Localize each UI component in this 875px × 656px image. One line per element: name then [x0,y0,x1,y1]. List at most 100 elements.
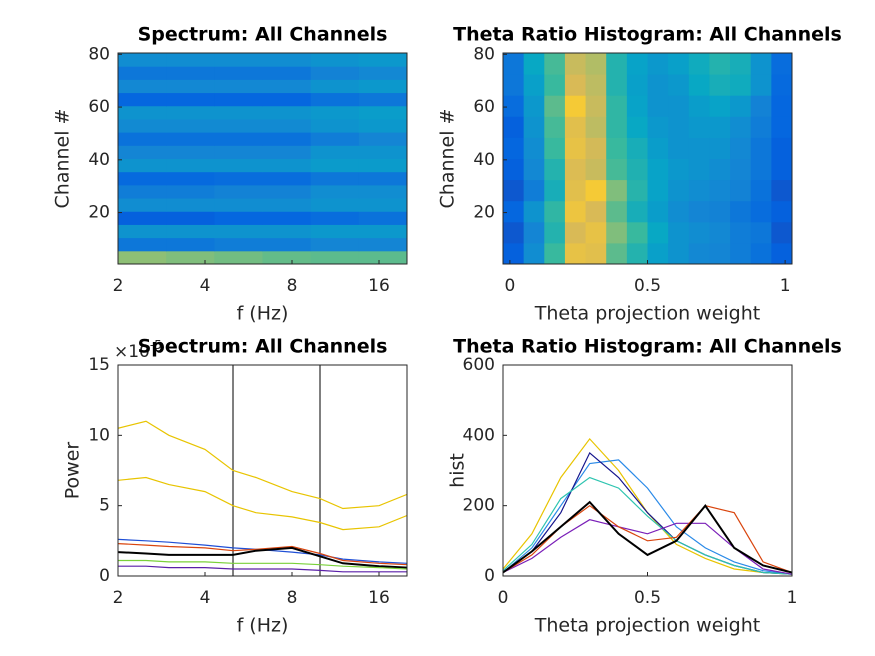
heatmap-cell [358,198,407,212]
heatmap-cell [262,118,312,133]
y-tick-label: 5 [99,496,110,516]
y-tick-label: 200 [463,496,495,516]
heatmap-cell [585,53,607,75]
plot-area [118,53,407,264]
y-exponent-power: -5 [150,338,162,352]
heatmap-cell [626,221,648,244]
heatmap-cell [310,118,360,133]
heatmap-cell [709,158,731,181]
heatmap-cell [214,118,263,133]
heatmap-cell [730,116,752,138]
heatmap-cell [750,137,772,159]
heatmap-cell [166,132,215,146]
heatmap-cell [606,74,628,96]
heatmap-cell [166,79,215,94]
heatmap-cell [606,95,628,117]
heatmap-cell [606,242,628,264]
heatmap-cell [118,53,167,67]
heatmap-cell [544,116,566,138]
heatmap-cell [358,184,407,199]
heatmap-cell [310,79,360,94]
heatmap-cell [544,179,566,202]
heatmap-cell [564,53,587,75]
heatmap-cell [503,116,525,138]
heatmap-cell [750,158,772,181]
heatmap-cell [310,132,360,146]
heatmap-cell [118,250,167,264]
heatmap-cell [564,95,587,117]
x-axis-label: f (Hz) [237,615,289,637]
heatmap-cell [668,200,690,223]
x-tick-label: 2 [113,588,124,608]
heatmap-cell [544,74,566,96]
heatmap-cell [564,179,587,202]
y-axis-label: Channel # [437,109,459,209]
heatmap-cell [709,116,731,138]
axes-box [117,52,408,265]
heatmap-cell [503,242,525,264]
heatmap-cell [358,237,407,252]
heatmap-cell [544,95,566,117]
x-tick-label: 0.5 [634,276,661,296]
heatmap-cell [709,137,731,159]
heatmap-cell [214,171,263,186]
series-line [118,546,407,569]
x-tick-label: 16 [368,276,390,296]
heatmap-cell [358,132,407,146]
heatmap-cell [310,211,360,225]
heatmap-cell [118,158,167,173]
heatmap-cell [668,137,690,159]
heatmap-cell [585,74,607,96]
heatmap-cell [688,200,710,223]
y-tick-label: 40 [473,150,495,170]
series-line [503,500,792,574]
heatmap-cell [647,221,669,244]
heatmap-cell [310,92,360,107]
heatmap-cell [358,211,407,225]
heatmap-cell [118,118,167,133]
heatmap-cell [262,145,312,159]
heatmap-cell [585,179,607,202]
heatmap-cell [771,137,792,159]
heatmap-cell [166,105,215,120]
x-tick-label: 0 [504,276,515,296]
heatmap-cell [166,66,215,80]
heatmap-cell [606,53,628,75]
heatmap-cell [262,198,312,212]
y-tick-label: 15 [88,355,110,375]
heatmap-cell [118,171,167,186]
heatmap-cell [750,221,772,244]
heatmap-cell [709,221,731,244]
heatmap-cell [564,158,587,181]
heatmap-cell [214,250,263,264]
heatmap-cell [358,118,407,133]
heatmap-cell [118,237,167,252]
heatmap-cell [544,53,566,75]
y-tick-label: 80 [473,44,495,64]
x-tick-label: 1 [787,588,798,608]
heatmap-cell [709,53,731,75]
heatmap-cell [688,137,710,159]
heatmap-cell [709,74,731,96]
heatmap-cell [606,137,628,159]
heatmap-cell [771,74,792,96]
heatmap-cell [730,74,752,96]
heatmap-cell [358,224,407,239]
heatmap-cell [166,53,215,67]
heatmap-cell [166,224,215,239]
heatmap-cell [564,74,587,96]
heatmap-cell [310,105,360,120]
heatmap-cell [668,116,690,138]
y-tick-label: 20 [473,203,495,223]
heatmap-cell [647,179,669,202]
x-tick-label: 8 [287,588,298,608]
heatmap-cell [358,92,407,107]
x-axis-label: Theta projection weight [534,303,760,325]
heatmap-cell [503,221,525,244]
heatmap-cell [166,250,215,264]
heatmap-cell [606,221,628,244]
heatmap-cell [358,171,407,186]
heatmap-cell [166,118,215,133]
heatmap-cell [166,158,215,173]
